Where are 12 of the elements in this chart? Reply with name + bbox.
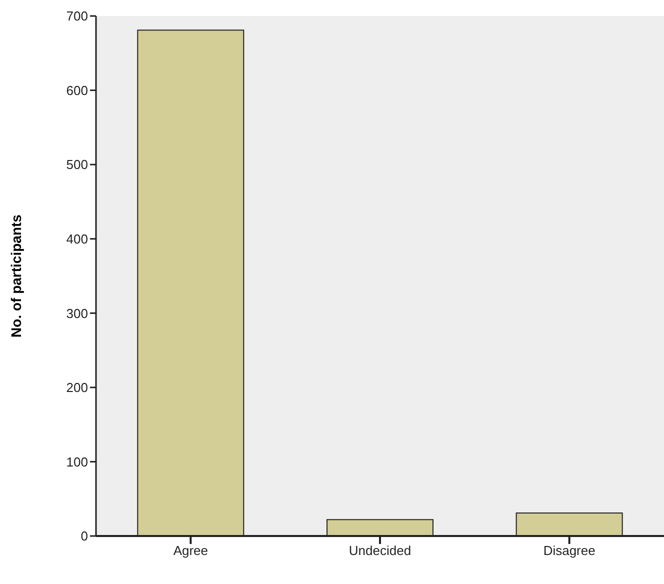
y-tick-label: 600 bbox=[66, 82, 88, 98]
y-tick-label: 100 bbox=[66, 454, 88, 470]
y-tick-label: 200 bbox=[66, 380, 88, 396]
x-tick-label: Agree bbox=[173, 543, 208, 558]
x-tick-label: Undecided bbox=[348, 543, 412, 558]
y-axis-title: No. of participants bbox=[8, 214, 24, 338]
x-tick-label: Disagree bbox=[543, 543, 596, 558]
y-tick-label: 700 bbox=[66, 8, 88, 24]
y-tick-label: 400 bbox=[66, 231, 88, 246]
y-tick-label: 300 bbox=[66, 306, 88, 321]
y-tick-label: 0 bbox=[80, 528, 88, 544]
y-tick-label: 500 bbox=[66, 157, 88, 172]
